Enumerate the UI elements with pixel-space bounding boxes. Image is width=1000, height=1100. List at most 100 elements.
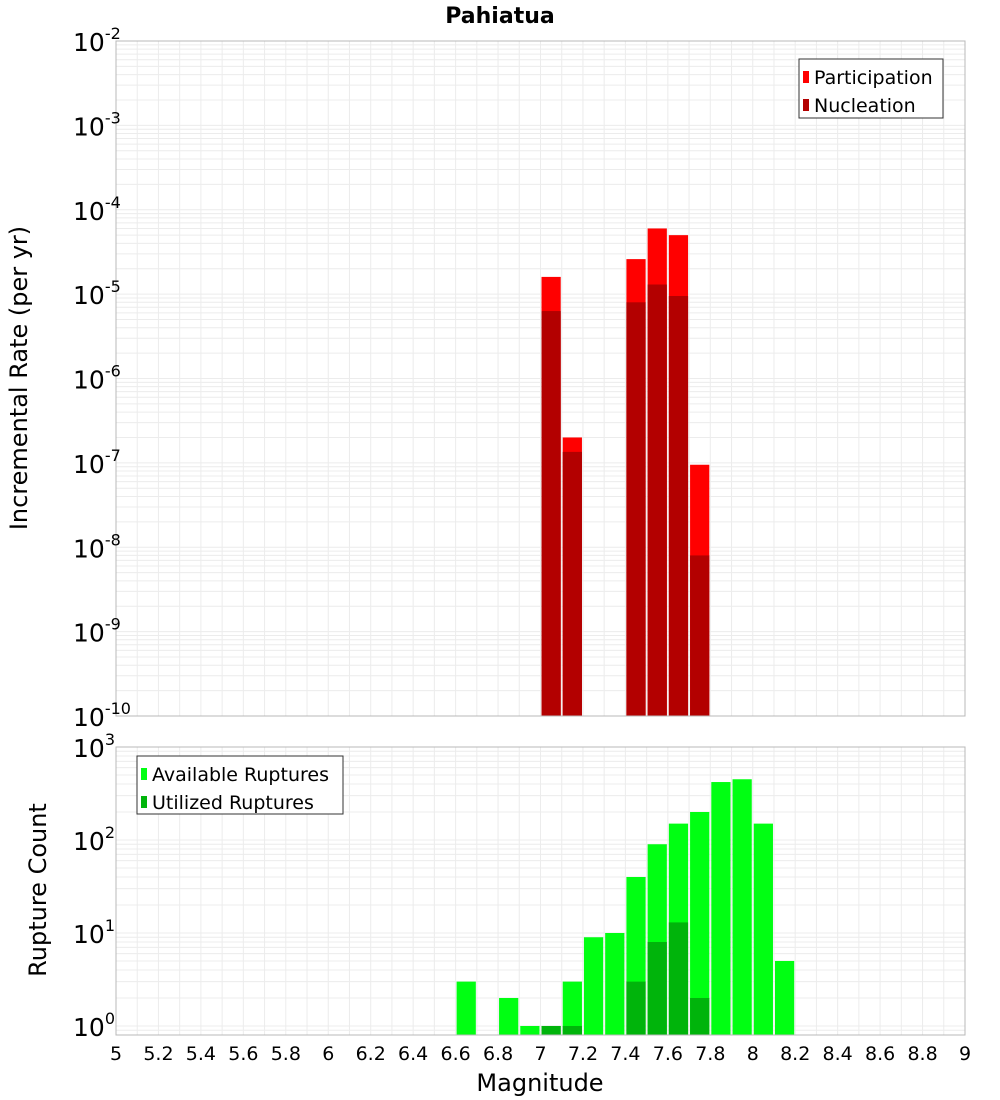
y-tick-exponent: -7	[105, 446, 121, 465]
y-tick-label: 10-6	[73, 362, 121, 395]
x-tick-label: 6.2	[356, 1043, 386, 1065]
y-tick-exponent: -6	[105, 362, 121, 381]
x-tick-label: 7	[534, 1043, 546, 1065]
y-tick-label: 100	[73, 1009, 115, 1042]
bar-utilized-ruptures	[668, 922, 689, 1035]
top-y-axis-label: Incremental Rate (per yr)	[5, 226, 33, 530]
x-axis-label: Magnitude	[476, 1069, 603, 1097]
bar-available-ruptures	[520, 1025, 540, 1035]
y-tick-base: 10	[73, 703, 105, 732]
x-tick-label: 7.4	[610, 1043, 640, 1065]
y-tick-base: 10	[73, 534, 105, 563]
y-tick-label: 10-10	[73, 699, 131, 732]
y-tick-label: 101	[73, 916, 115, 949]
bar-nucleation	[562, 451, 582, 716]
bottom-plot-bars	[456, 779, 795, 1035]
top-plot-frame	[115, 40, 966, 717]
y-tick-exponent: 3	[105, 730, 115, 749]
x-tick-label: 6.8	[483, 1043, 513, 1065]
bar-nucleation	[647, 284, 667, 716]
top-plot-bars	[541, 228, 710, 716]
legend-swatch	[141, 768, 147, 780]
bar-nucleation	[626, 302, 646, 716]
y-tick-label: 10-7	[73, 446, 121, 479]
x-tick-label: 5.8	[271, 1043, 301, 1065]
bar-available-ruptures	[732, 779, 752, 1035]
y-tick-exponent: -10	[105, 699, 131, 718]
bar-available-ruptures	[605, 932, 625, 1035]
bar-available-ruptures	[456, 981, 476, 1035]
x-tick-label: 9	[959, 1043, 971, 1065]
bar-utilized-ruptures	[541, 1025, 561, 1035]
bar-available-ruptures	[562, 981, 582, 1035]
y-tick-base: 10	[73, 1013, 105, 1042]
bottom-legend: Available Ruptures Utilized Ruptures	[136, 755, 344, 815]
y-tick-base: 10	[73, 28, 105, 57]
y-tick-label: 10-2	[73, 24, 121, 57]
bar-available-ruptures	[583, 937, 604, 1035]
y-tick-label: 103	[73, 730, 115, 763]
x-tick-label: 7.2	[568, 1043, 598, 1065]
chart-title: Pahiatua	[445, 4, 554, 29]
legend-swatch	[803, 71, 809, 83]
legend-box	[798, 58, 944, 119]
x-tick-label: 8	[747, 1043, 759, 1065]
bar-available-ruptures	[774, 960, 795, 1035]
legend-entry: Participation	[814, 67, 933, 89]
legend-box	[136, 755, 344, 815]
legend-entry: Nucleation	[814, 95, 916, 117]
y-tick-exponent: 2	[105, 823, 115, 842]
x-tick-label: 8.8	[907, 1043, 937, 1065]
y-tick-base: 10	[73, 734, 105, 763]
x-tick-label: 8.4	[823, 1043, 853, 1065]
bar-utilized-ruptures	[647, 942, 667, 1035]
legend-entry: Available Ruptures	[152, 764, 329, 786]
top-plot-grid	[115, 40, 966, 717]
bar-available-ruptures	[711, 782, 731, 1035]
bar-nucleation	[668, 296, 689, 716]
y-tick-label: 10-4	[73, 193, 121, 226]
y-tick-label: 10-8	[73, 530, 121, 563]
y-tick-label: 10-5	[73, 277, 121, 310]
legend-entry: Utilized Ruptures	[152, 792, 314, 814]
y-tick-base: 10	[73, 920, 105, 949]
x-tick-label: 5.2	[143, 1043, 173, 1065]
x-tick-label: 6.4	[398, 1043, 428, 1065]
y-tick-base: 10	[73, 619, 105, 648]
bar-available-ruptures	[753, 823, 773, 1035]
bottom-y-axis-label: Rupture Count	[24, 803, 52, 977]
y-tick-exponent: -9	[105, 615, 121, 634]
legend-swatch	[141, 796, 147, 808]
bar-available-ruptures	[690, 812, 710, 1035]
x-tick-label: 5	[110, 1043, 122, 1065]
x-tick-label: 8.2	[780, 1043, 810, 1065]
bottom-plot-frame	[115, 746, 966, 1036]
x-tick-label: 5.6	[228, 1043, 258, 1065]
bar-utilized-ruptures	[690, 997, 710, 1035]
y-tick-label: 102	[73, 823, 115, 856]
x-tick-label: 5.4	[186, 1043, 216, 1065]
y-tick-exponent: -4	[105, 193, 121, 212]
bar-available-ruptures	[499, 997, 519, 1035]
x-tick-labels: 5 5.2 5.4 5.6 5.8 6 6.2 6.4 6.6 6.8 7 7.2 7.4 7.6 7.8 8…	[110, 1043, 971, 1065]
x-tick-label: 8.6	[865, 1043, 895, 1065]
x-tick-label: 7.6	[653, 1043, 683, 1065]
top-legend: Participation Nucleation	[798, 58, 944, 119]
y-tick-exponent: -2	[105, 24, 121, 43]
bar-nucleation	[690, 555, 710, 716]
legend-swatch	[803, 99, 809, 111]
y-tick-base: 10	[73, 197, 105, 226]
x-tick-label: 6	[322, 1043, 334, 1065]
y-tick-exponent: -5	[105, 277, 121, 296]
x-tick-label: 6.6	[440, 1043, 470, 1065]
y-tick-base: 10	[73, 827, 105, 856]
y-tick-exponent: 0	[105, 1009, 115, 1028]
bar-nucleation	[541, 311, 561, 716]
y-tick-label: 10-3	[73, 108, 121, 141]
y-tick-label: 10-9	[73, 615, 121, 648]
y-tick-base: 10	[73, 112, 105, 141]
bar-utilized-ruptures	[626, 981, 646, 1035]
